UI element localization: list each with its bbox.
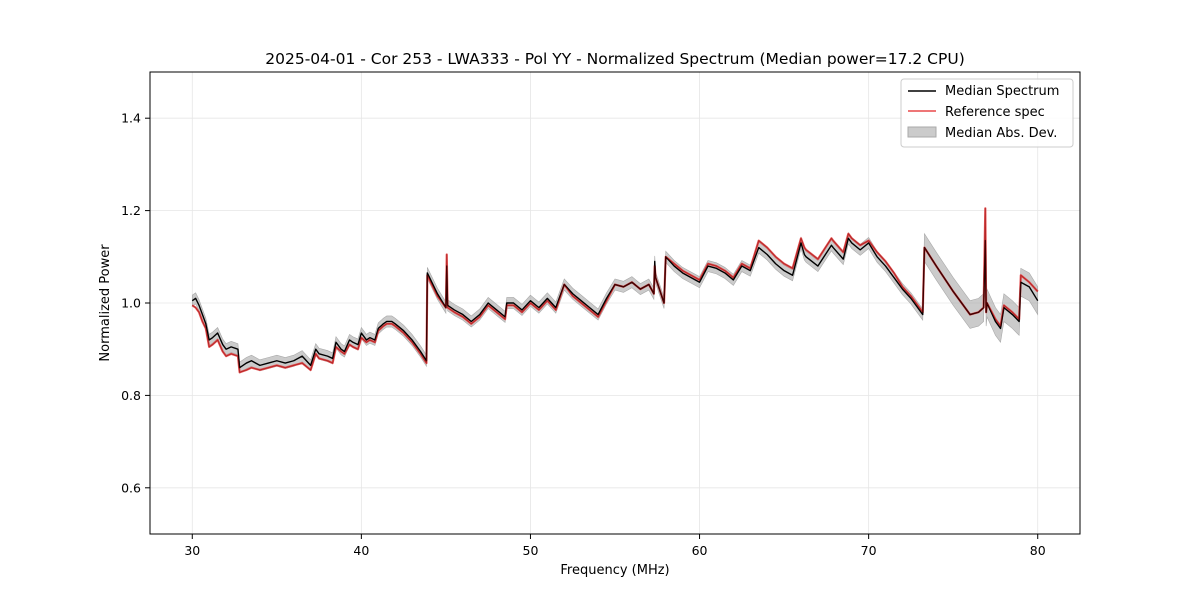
series-layer [191, 207, 1039, 374]
mad-band [191, 226, 1039, 374]
y-tick-label: 0.6 [121, 480, 141, 495]
legend-reference-label: Reference spec [945, 105, 1045, 120]
y-tick-label: 1.4 [121, 111, 141, 126]
y-axis-label: Normalized Power [98, 244, 113, 362]
y-axis-ticks: 0.6 0.8 1.0 1.2 1.4 [121, 111, 150, 495]
x-axis-label: Frequency (MHz) [560, 563, 669, 578]
x-tick-label: 30 [184, 543, 200, 558]
legend-median-label: Median Spectrum [945, 84, 1059, 99]
mad-band-layer [191, 226, 1039, 374]
legend: Median Spectrum Reference spec Median Ab… [900, 78, 1074, 148]
y-tick-label: 1.2 [121, 203, 141, 218]
x-tick-label: 70 [861, 543, 877, 558]
y-tick-label: 0.8 [121, 388, 141, 403]
x-tick-label: 40 [353, 543, 369, 558]
legend-mad-swatch [907, 126, 937, 138]
y-tick-label: 1.0 [121, 296, 141, 311]
legend-box [900, 78, 1074, 148]
reference-overlap-line [191, 207, 1039, 373]
chart-title: 2025-04-01 - Cor 253 - LWA333 - Pol YY -… [265, 50, 965, 68]
x-tick-label: 60 [692, 543, 708, 558]
x-tick-label: 50 [523, 543, 539, 558]
x-tick-label: 80 [1030, 543, 1046, 558]
legend-mad-label: Median Abs. Dev. [945, 126, 1057, 141]
x-axis-ticks: 30 40 50 60 70 80 [184, 534, 1046, 558]
